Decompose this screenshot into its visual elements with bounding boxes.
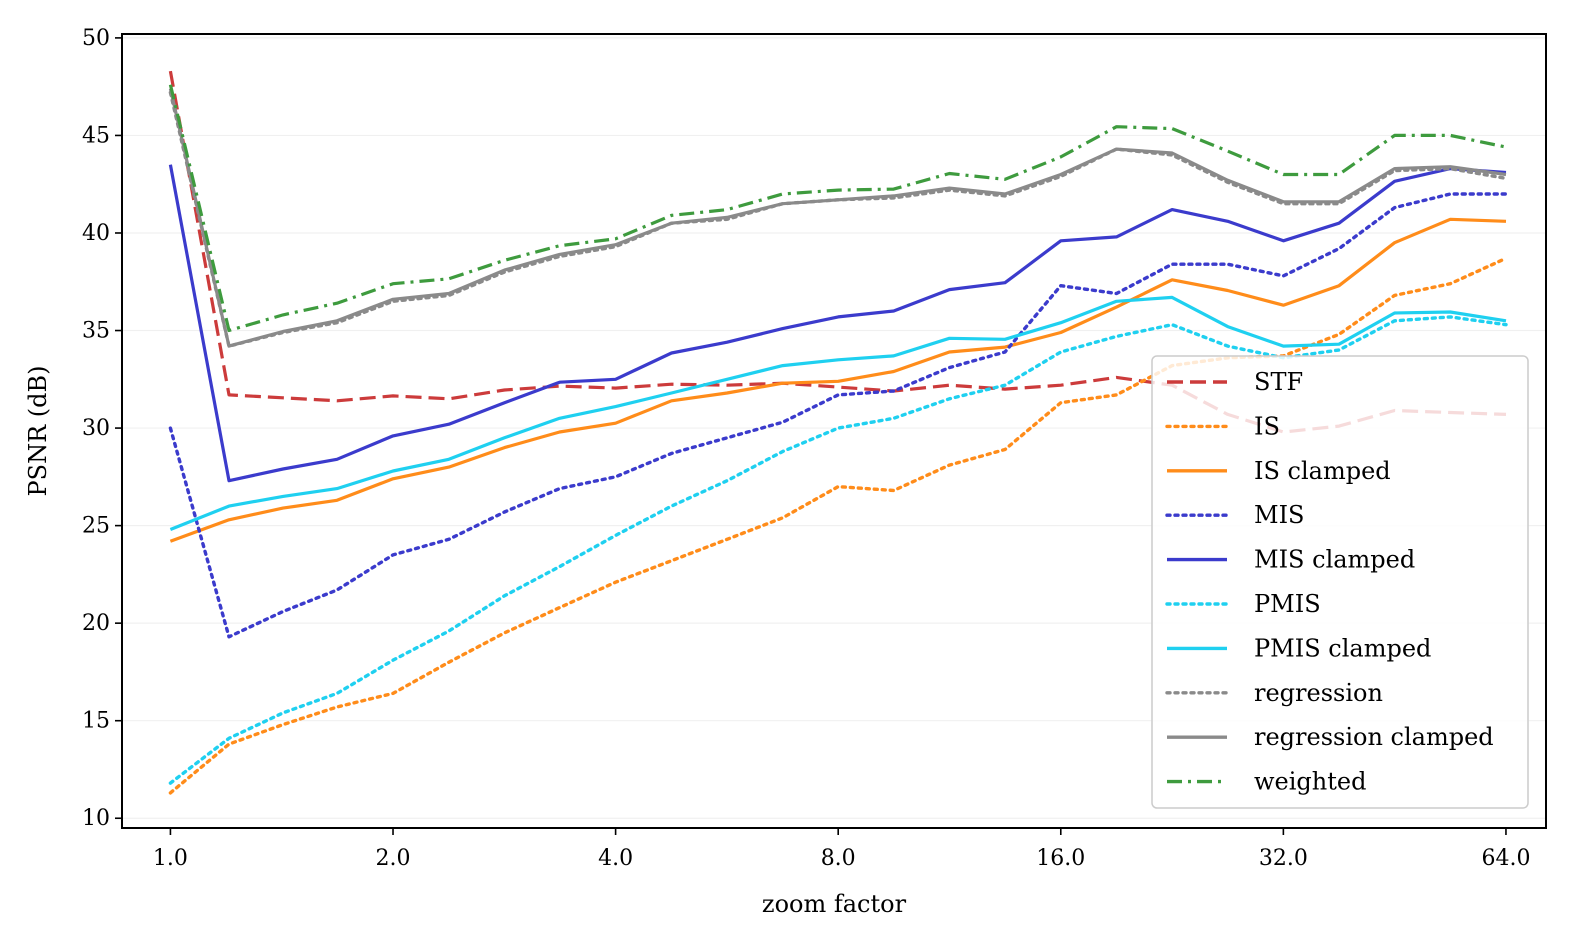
y-tick-label: 20 (82, 611, 110, 636)
y-tick-label: 40 (82, 221, 110, 246)
series-layer (168, 70, 1508, 795)
x-tick-label: 2.0 (376, 846, 411, 871)
legend-label: IS (1254, 412, 1280, 440)
series-line-weighted (168, 84, 1507, 333)
legend-label: IS clamped (1254, 457, 1391, 485)
series-line-pmis-clamped (169, 295, 1507, 531)
legend-label: MIS clamped (1254, 546, 1415, 574)
legend-box (1151, 355, 1529, 809)
series-line-mis-clamped (168, 164, 1507, 483)
series-line-regression-clamped (168, 88, 1507, 348)
x-axis-label: zoom factor (762, 890, 907, 918)
legend-label: PMIS clamped (1254, 634, 1431, 662)
x-tick-label: 64.0 (1481, 846, 1530, 871)
y-tick-label: 35 (82, 319, 110, 344)
y-axis-label: PSNR (dB) (24, 365, 52, 496)
x-tick-label: 32.0 (1259, 846, 1308, 871)
legend-label: STF (1254, 368, 1303, 396)
legend-label: regression (1254, 679, 1383, 707)
y-tick-label: 10 (82, 806, 110, 831)
series-line-stf (168, 70, 1507, 434)
y-tick-label: 15 (82, 709, 110, 734)
y-tick-label: 25 (82, 514, 110, 539)
legend-label: MIS (1254, 501, 1305, 529)
x-tick-label: 8.0 (821, 846, 856, 871)
y-tick-label: 50 (82, 26, 110, 51)
series-line-is-clamped (169, 217, 1507, 543)
series-line-mis (168, 192, 1508, 639)
y-tick-label: 30 (82, 416, 110, 441)
x-tick-label: 1.0 (153, 846, 188, 871)
plot-frame (121, 33, 1547, 829)
x-tick-label: 16.0 (1036, 846, 1085, 871)
legend: STF IS IS clamped MIS MIS clamped PMIS PMIS cl… (1151, 355, 1529, 809)
x-tick-label: 4.0 (598, 846, 633, 871)
axis-ticks: 10 15 20 25 30 35 40 45 50 1.0 2.0 4.0 8.0 16.0 32.0 64… (82, 26, 1530, 871)
y-tick-label: 45 (82, 123, 110, 148)
legend-label: weighted (1254, 768, 1366, 796)
legend-label: PMIS (1254, 590, 1321, 618)
legend-label: regression clamped (1254, 723, 1494, 751)
